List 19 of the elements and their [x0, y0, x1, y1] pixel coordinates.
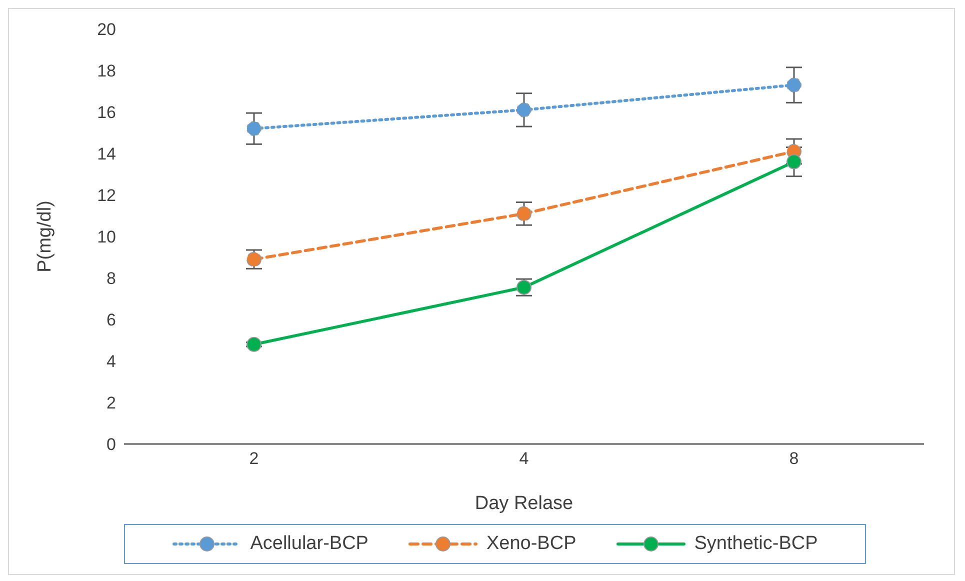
y-tick-label: 20 [97, 20, 116, 40]
y-tick-label: 18 [97, 62, 116, 81]
legend-label: Acellular-BCP [250, 533, 368, 555]
x-tick-label: 4 [519, 449, 529, 468]
y-tick-label: 10 [97, 228, 116, 247]
legend-label: Xeno-BCP [486, 533, 576, 555]
x-tick-label: 8 [789, 449, 799, 468]
y-tick-label: 2 [106, 394, 116, 413]
y-tick-label: 8 [106, 269, 116, 288]
y-tick-label: 6 [106, 310, 116, 330]
y-axis-title: P(mg/dl) [34, 200, 56, 272]
y-tick-label: 4 [106, 352, 116, 372]
x-axis-title: Day Relase [474, 493, 574, 514]
y-tick-label: 12 [97, 186, 116, 206]
legend-label: Synthetic-BCP [694, 533, 818, 555]
y-tick-label: 16 [97, 103, 116, 122]
x-tick-label: 2 [249, 449, 259, 468]
y-tick-label: 0 [106, 435, 116, 454]
y-tick-label: 14 [97, 144, 116, 164]
